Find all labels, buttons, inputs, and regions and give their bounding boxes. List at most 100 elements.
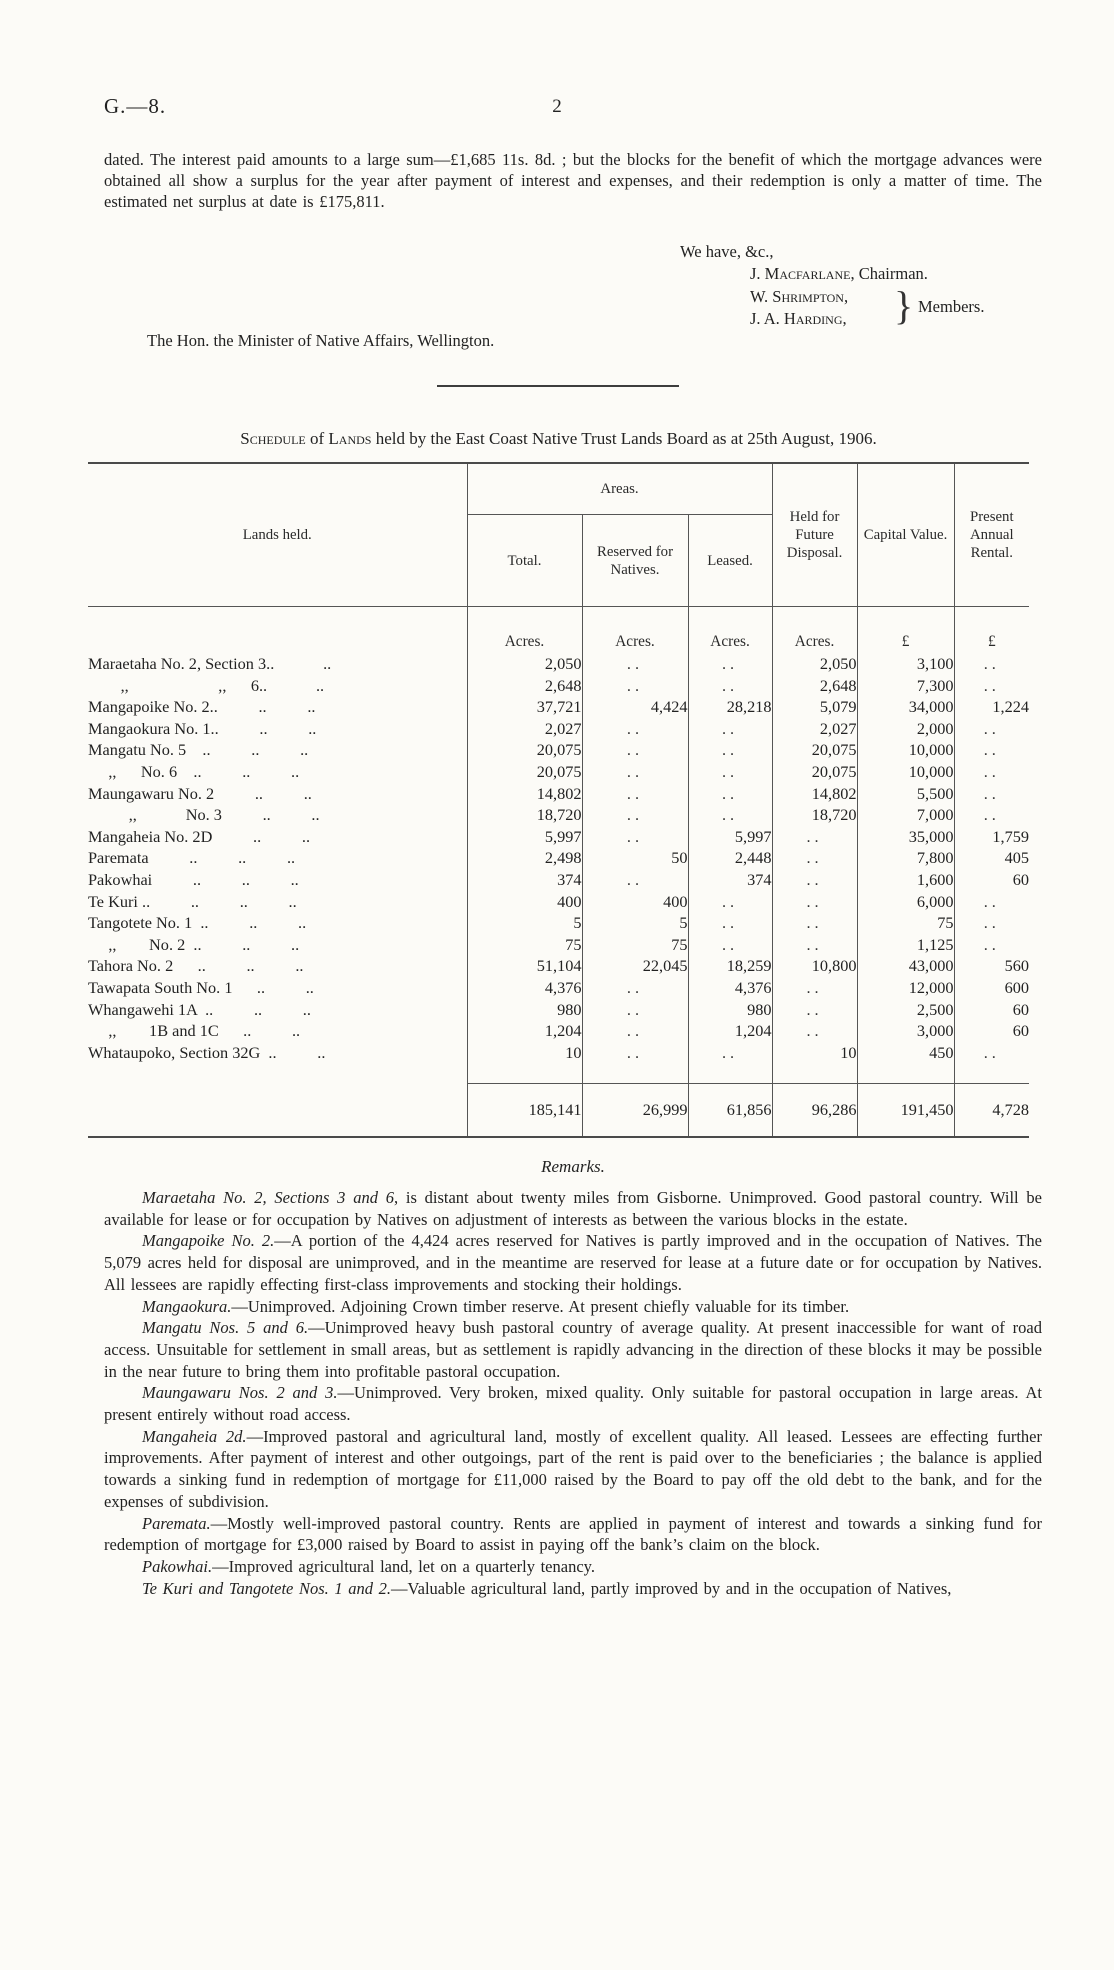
- value-cell: 1,759: [953, 825, 1030, 848]
- signature-member-1: W. Shrimpton,: [750, 287, 849, 306]
- remark-text: —A portion of the 4,424 acres reserved f…: [104, 1231, 1042, 1294]
- value-cell: ..: [953, 674, 1030, 697]
- value-cell: 20,075: [466, 739, 582, 761]
- table-row: ,, No. 2 .. .. .. 75 75.... 1,125..: [88, 933, 1030, 956]
- value-cell: ..: [953, 653, 1030, 675]
- table-row: ,, No. 6 .. .. .. 20,075.... 20,075 10,000.…: [88, 760, 1030, 783]
- remark-paragraph: Maungawaru Nos. 2 and 3.—Unimproved. Ver…: [104, 1382, 1042, 1425]
- land-name-cell: Pakowhai .. .. ..: [88, 869, 299, 889]
- remark-text: , is distant about twenty miles from Gis…: [104, 1188, 1042, 1229]
- value-cell: 2,000: [856, 717, 955, 740]
- header-row-areas-group: Lands held. Areas. Held for Future Dispo…: [88, 463, 1030, 607]
- table-row: Mangatu No. 5 .. .. .. 20,075.... 20,075 10…: [88, 739, 1030, 761]
- value-cell: 600: [953, 976, 1030, 999]
- land-name-cell: ,, No. 2 .. .. ..: [88, 934, 300, 954]
- value-cell: ..: [771, 825, 858, 848]
- value-cell: 5,997: [466, 825, 582, 848]
- column-header-lands-held: Lands held.: [88, 463, 468, 607]
- report-code: G.—8.: [104, 94, 167, 118]
- value-cell: 2,050: [466, 653, 582, 675]
- value-cell: 1,204: [687, 1020, 773, 1042]
- grand-total-cell: 185,141: [466, 1083, 582, 1138]
- remark-paragraph: Paremata.—Mostly well-improved pastoral …: [104, 1513, 1042, 1556]
- remark-block-name: Mangaheia 2d.: [142, 1426, 247, 1446]
- value-cell: 405: [953, 847, 1030, 869]
- spacer-cell: [771, 1063, 858, 1084]
- value-cell: 4,376: [687, 976, 773, 999]
- value-cell: ..: [581, 782, 688, 805]
- land-name-cell: Maraetaha No. 2, Section 3.. ..: [88, 654, 332, 673]
- value-cell: 51,104: [466, 955, 582, 977]
- table-row: Mangaokura No. 1.. .. .. 2,027.... 2,027 2,…: [88, 717, 1030, 740]
- grand-total-cell: 96,286: [771, 1083, 858, 1138]
- schedule-table-body: Acres. Acres. Acres. Acres. £ £ Maraetah…: [88, 606, 1030, 1138]
- value-cell: 20,075: [466, 760, 582, 783]
- value-cell: ..: [687, 912, 773, 934]
- remark-text: —Valuable agricultural land, partly impr…: [391, 1578, 952, 1598]
- spacer-row: [88, 1063, 1030, 1084]
- value-cell: ..: [581, 760, 688, 783]
- value-cell: ..: [581, 804, 688, 826]
- value-cell: 22,045: [581, 955, 688, 977]
- column-header-total: Total.: [467, 514, 582, 607]
- value-cell: 2,648: [771, 674, 858, 697]
- value-cell: 34,000: [856, 696, 955, 718]
- value-cell: ..: [581, 976, 688, 999]
- header-row-area-subcolumns: Total. Reserved for Natives. Leased.: [88, 514, 1029, 607]
- value-cell: 10,800: [771, 955, 858, 977]
- land-name-cell: ,, 1B and 1C .. ..: [88, 1021, 301, 1041]
- members-label: Members.: [918, 297, 985, 316]
- value-cell: ..: [687, 782, 773, 805]
- value-cell: 7,300: [856, 674, 955, 697]
- value-cell: ..: [581, 674, 688, 697]
- value-cell: 5,500: [856, 782, 955, 805]
- remark-paragraph: Mangaokura.—Unimproved. Adjoining Crown …: [104, 1296, 1042, 1318]
- grand-total-cell: 191,450: [856, 1083, 955, 1138]
- table-row: Pakowhai .. .. .. 374.. 374.. 1,600 60: [88, 868, 1030, 891]
- value-cell: 10: [466, 1041, 582, 1064]
- land-name-cell: Paremata .. .. ..: [88, 848, 296, 868]
- schedule-title: Schedule of Lands held by the East Coast…: [88, 429, 1029, 449]
- value-cell: 450: [856, 1041, 955, 1064]
- value-cell: 75: [466, 933, 582, 956]
- land-name-cell: Mangaokura No. 1.. .. ..: [88, 718, 317, 738]
- value-cell: ..: [581, 1020, 688, 1042]
- value-cell: 2,050: [771, 653, 858, 675]
- value-cell: ..: [771, 847, 858, 869]
- value-cell: 75: [581, 933, 688, 956]
- table-row: Maraetaha No. 2, Section 3.. .. 2,050....…: [88, 653, 1030, 675]
- column-group-areas: Areas.: [467, 463, 773, 515]
- value-cell: ..: [687, 804, 773, 826]
- spacer-cell: [856, 1063, 955, 1084]
- value-cell: 980: [687, 998, 773, 1021]
- value-cell: 60: [953, 868, 1030, 891]
- remarks-section: Remarks. Maraetaha No. 2, Sections 3 and…: [104, 1157, 1042, 1599]
- unit-cell: Acres.: [466, 606, 582, 653]
- column-header-held-for-future-disposal: Held for Future Disposal.: [771, 463, 858, 607]
- value-cell: 7,000: [856, 804, 955, 826]
- value-cell: ..: [771, 1020, 858, 1042]
- value-cell: ..: [771, 976, 858, 999]
- table-row: ,, ,, 6.. .. 2,648.... 2,648 7,300..: [88, 674, 1030, 697]
- section-divider-rule: [437, 385, 679, 387]
- value-cell: 7,800: [856, 847, 955, 869]
- remark-block-name: Maungawaru Nos. 2 and 3.: [142, 1383, 338, 1403]
- value-cell: ..: [581, 868, 688, 891]
- signature-member-2: J. A. Harding,: [750, 309, 847, 328]
- signature-salutation: We have, &c.,: [680, 242, 774, 261]
- land-name-cell: ,, No. 3 .. ..: [88, 805, 320, 825]
- spacer-cell: [466, 1063, 582, 1084]
- value-cell: 18,720: [771, 804, 858, 826]
- value-cell: 20,075: [771, 739, 858, 761]
- remark-paragraph: Mangapoike No. 2.—A portion of the 4,424…: [104, 1230, 1042, 1295]
- value-cell: 980: [466, 998, 582, 1021]
- table-row: ,, 1B and 1C .. .. 1,204.. 1,204.. 3,000 60: [88, 1020, 1030, 1042]
- unit-cell: Acres.: [771, 606, 858, 653]
- value-cell: ..: [687, 653, 773, 675]
- value-cell: 1,600: [856, 868, 955, 891]
- table-header: Lands held. Areas. Held for Future Dispo…: [88, 463, 1030, 607]
- value-cell: ..: [581, 825, 688, 848]
- value-cell: ..: [771, 912, 858, 934]
- value-cell: 2,448: [687, 847, 773, 869]
